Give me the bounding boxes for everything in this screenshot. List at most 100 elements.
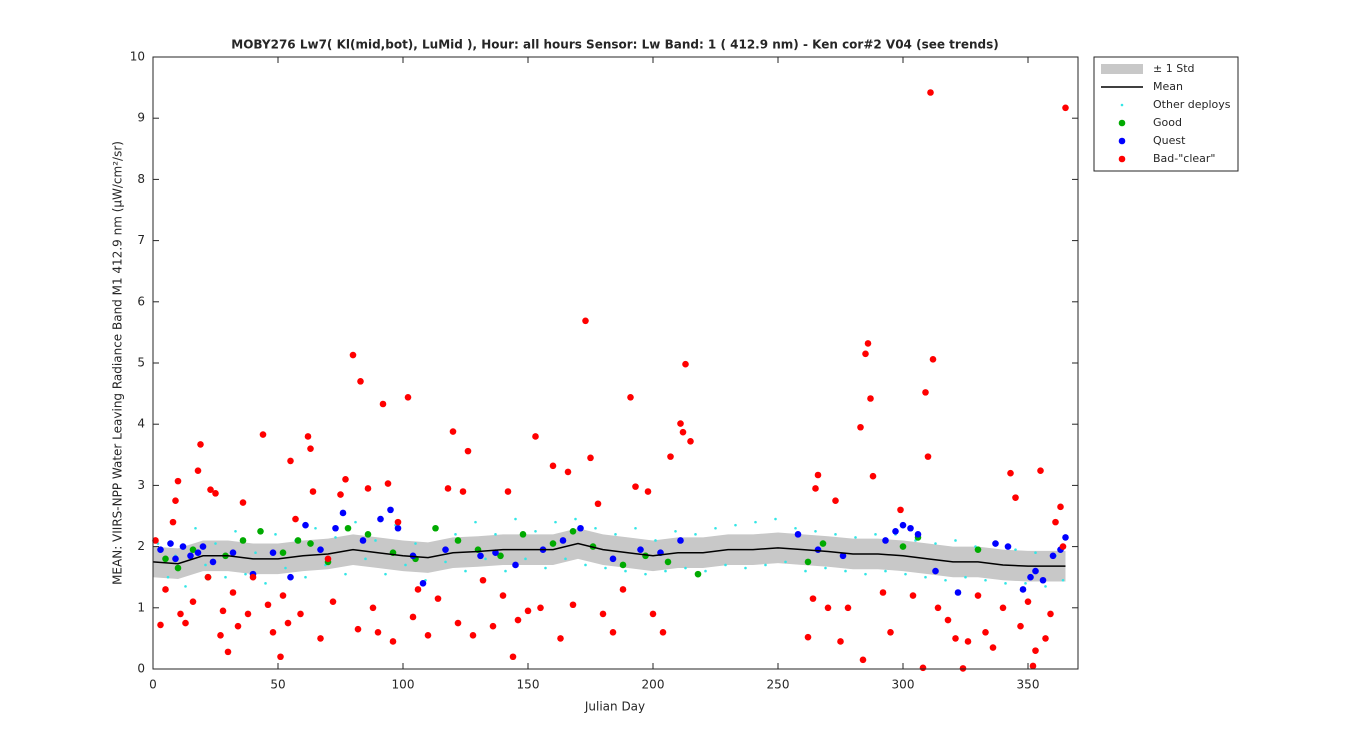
data-point	[364, 531, 372, 538]
data-point	[332, 524, 339, 532]
other-point	[554, 520, 557, 524]
legend-swatch	[1118, 155, 1126, 163]
other-point	[454, 533, 457, 536]
other-point	[704, 569, 707, 573]
data-point	[384, 480, 392, 487]
data-point	[294, 537, 302, 544]
data-point	[207, 486, 214, 493]
data-point	[239, 537, 247, 544]
other-point	[754, 520, 757, 524]
data-point	[839, 552, 847, 560]
data-point	[307, 445, 314, 452]
std-band	[153, 528, 1066, 582]
other-point	[664, 569, 667, 573]
data-point	[599, 610, 607, 618]
other-point	[166, 575, 170, 579]
other-point	[504, 569, 507, 573]
data-point	[882, 537, 889, 544]
data-point	[867, 395, 874, 402]
other-point	[574, 517, 577, 521]
y-tick-label: 9	[137, 111, 145, 125]
legend-label: Good	[1153, 116, 1182, 129]
y-tick-label: 1	[137, 600, 145, 614]
data-point	[212, 490, 219, 497]
data-point	[229, 589, 237, 596]
mean-line	[152, 542, 1066, 567]
data-point	[239, 499, 247, 506]
data-point	[387, 506, 394, 514]
data-point	[887, 628, 894, 636]
data-point	[869, 472, 877, 480]
data-point	[682, 360, 689, 368]
data-point	[342, 475, 349, 483]
data-point	[404, 393, 412, 401]
other-point	[634, 526, 637, 530]
data-point	[509, 653, 517, 661]
data-point	[632, 483, 639, 490]
data-point	[557, 635, 564, 642]
data-point	[859, 656, 867, 664]
other-point	[694, 533, 697, 536]
data-point	[172, 497, 179, 505]
other-point	[684, 566, 687, 570]
data-point	[569, 601, 577, 609]
data-point	[804, 558, 812, 566]
x-tick-label: 150	[517, 678, 540, 692]
other-point	[874, 533, 877, 536]
data-point	[809, 595, 817, 602]
data-point	[187, 552, 194, 560]
data-point	[304, 433, 312, 440]
data-point	[279, 592, 287, 599]
data-point	[479, 576, 487, 584]
other-point	[314, 526, 317, 530]
data-point	[329, 598, 337, 605]
data-point	[244, 610, 252, 618]
other-point	[464, 569, 467, 573]
data-point	[992, 540, 999, 547]
other-point	[484, 557, 487, 561]
legend-label: Mean	[1153, 80, 1183, 93]
data-point	[922, 389, 929, 396]
data-point	[167, 540, 174, 547]
other-point	[414, 542, 417, 545]
data-point	[284, 619, 292, 627]
data-point	[1062, 104, 1069, 112]
data-point	[174, 477, 182, 485]
y-tick-label: 10	[130, 50, 145, 64]
data-point	[927, 89, 934, 96]
data-point	[932, 567, 939, 575]
other-point	[254, 551, 257, 555]
data-point	[344, 524, 352, 532]
other-point	[714, 526, 717, 530]
other-point	[184, 585, 187, 588]
other-point	[624, 569, 627, 573]
other-point	[744, 566, 747, 570]
data-point	[409, 613, 417, 621]
data-point	[1049, 552, 1057, 560]
data-point	[1019, 586, 1027, 593]
data-point	[287, 457, 294, 465]
data-point	[307, 540, 314, 547]
data-point	[514, 616, 522, 624]
other-point	[844, 569, 847, 573]
data-point	[234, 622, 242, 630]
y-tick-label: 5	[137, 356, 145, 370]
data-point	[677, 537, 684, 544]
data-point	[359, 537, 367, 544]
other-point	[864, 572, 867, 576]
data-point	[619, 586, 627, 593]
data-point	[649, 610, 657, 618]
other-point	[794, 526, 797, 530]
data-point	[532, 433, 539, 440]
data-point	[469, 632, 477, 639]
data-point	[277, 653, 284, 661]
data-point	[1032, 567, 1039, 575]
legend-label: Bad-"clear"	[1153, 152, 1216, 165]
data-point	[549, 462, 557, 470]
data-point	[302, 521, 309, 529]
data-point	[964, 638, 972, 645]
data-point	[524, 607, 532, 615]
data-point	[189, 546, 197, 553]
data-point	[364, 485, 372, 492]
data-point	[862, 350, 869, 358]
